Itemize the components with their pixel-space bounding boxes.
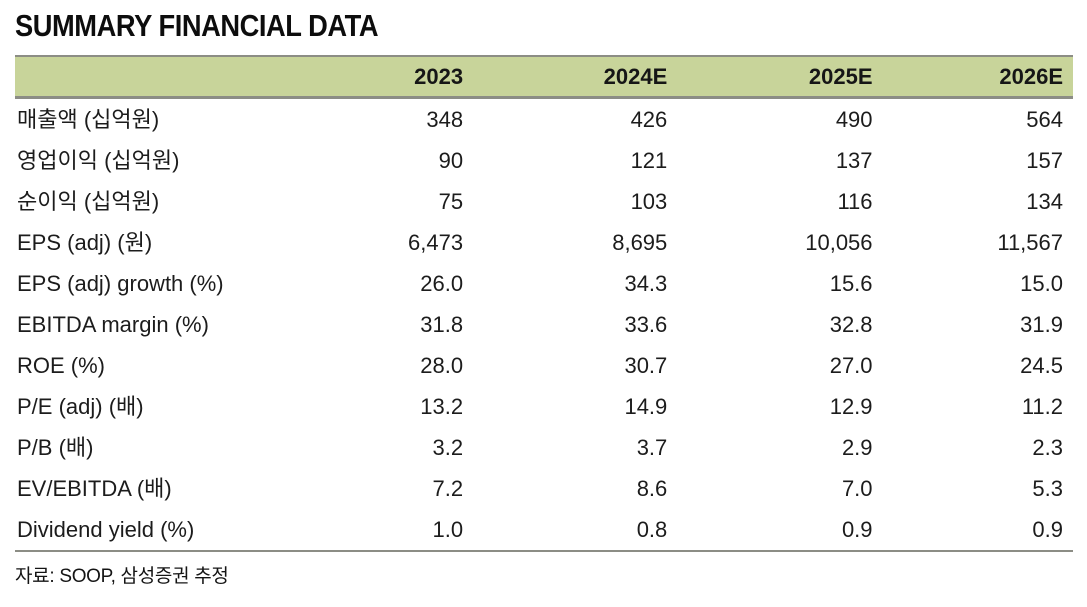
cell-value: 30.7 bbox=[624, 353, 668, 378]
cell-value: 5.3 bbox=[1032, 476, 1063, 501]
cell-value: 28.0 bbox=[420, 353, 464, 378]
table-header-row: 2023 2024E 2025E 2026E bbox=[15, 55, 1073, 99]
cell-value: 134 bbox=[1026, 189, 1063, 214]
cell-value: 13.2 bbox=[420, 394, 464, 419]
table-row-operating-profit: 영업이익 (십억원) 90 121 137 157 bbox=[15, 140, 1073, 181]
header-cell-2023: 2023 bbox=[268, 55, 474, 99]
header-cell-metric bbox=[15, 55, 269, 99]
row-label: 순이익 (십억원) bbox=[17, 189, 160, 214]
cell-value: 33.6 bbox=[624, 312, 668, 337]
table-row-pb: P/B (배) 3.2 3.7 2.9 2.3 bbox=[15, 427, 1073, 468]
row-label: 매출액 (십억원) bbox=[17, 107, 160, 132]
cell-value: 348 bbox=[426, 107, 464, 132]
cell-value: 14.9 bbox=[624, 394, 668, 419]
row-label: ROE (%) bbox=[17, 353, 105, 378]
table-row-eps: EPS (adj) (원) 6,473 8,695 10,056 11,567 bbox=[15, 222, 1073, 263]
cell-value: 11,567 bbox=[997, 230, 1063, 255]
cell-value: 3.7 bbox=[636, 435, 668, 460]
row-label: EV/EBITDA (배) bbox=[17, 476, 172, 501]
cell-value: 15.6 bbox=[829, 271, 873, 296]
row-label: EPS (adj) growth (%) bbox=[17, 271, 224, 296]
cell-value: 7.0 bbox=[841, 476, 873, 501]
table-row-pe: P/E (adj) (배) 13.2 14.9 12.9 11.2 bbox=[15, 386, 1073, 427]
cell-value: 0.9 bbox=[1032, 517, 1063, 542]
row-label: EBITDA margin (%) bbox=[17, 312, 209, 337]
page-title: SUMMARY FINANCIAL DATA bbox=[15, 8, 379, 43]
cell-value: 11.2 bbox=[1021, 394, 1063, 419]
row-label: 영업이익 (십억원) bbox=[17, 148, 180, 173]
cell-value: 31.9 bbox=[1020, 312, 1063, 337]
cell-value: 12.9 bbox=[829, 394, 873, 419]
cell-value: 24.5 bbox=[1020, 353, 1063, 378]
table-row-net-profit: 순이익 (십억원) 75 103 116 134 bbox=[15, 181, 1073, 222]
table-row-dividend-yield: Dividend yield (%) 1.0 0.8 0.9 0.9 bbox=[15, 509, 1073, 551]
cell-value: 27.0 bbox=[829, 353, 873, 378]
cell-value: 8.6 bbox=[636, 476, 668, 501]
table-row-ebitda-margin: EBITDA margin (%) 31.8 33.6 32.8 31.9 bbox=[15, 304, 1073, 345]
row-label: P/B (배) bbox=[17, 435, 94, 460]
cell-value: 6,473 bbox=[408, 230, 464, 255]
cell-value: 116 bbox=[837, 189, 873, 214]
cell-value: 426 bbox=[630, 107, 668, 132]
cell-value: 2.9 bbox=[841, 435, 873, 460]
cell-value: 0.9 bbox=[841, 517, 873, 542]
row-label: Dividend yield (%) bbox=[17, 517, 195, 542]
cell-value: 137 bbox=[835, 148, 873, 173]
cell-value: 32.8 bbox=[829, 312, 873, 337]
cell-value: 490 bbox=[835, 107, 873, 132]
cell-value: 564 bbox=[1026, 107, 1063, 132]
cell-value: 26.0 bbox=[420, 271, 464, 296]
header-cell-2025e: 2025E bbox=[677, 55, 883, 99]
cell-value: 34.3 bbox=[624, 271, 668, 296]
table-row-eps-growth: EPS (adj) growth (%) 26.0 34.3 15.6 15.0 bbox=[15, 263, 1073, 304]
cell-value: 31.8 bbox=[420, 312, 464, 337]
cell-value: 90 bbox=[438, 148, 464, 173]
cell-value: 121 bbox=[630, 148, 668, 173]
cell-value: 103 bbox=[630, 189, 668, 214]
table-row-ev-ebitda: EV/EBITDA (배) 7.2 8.6 7.0 5.3 bbox=[15, 468, 1073, 509]
cell-value: 75 bbox=[438, 189, 464, 214]
cell-value: 15.0 bbox=[1020, 271, 1063, 296]
cell-value: 2.3 bbox=[1032, 435, 1063, 460]
cell-value: 157 bbox=[1026, 148, 1063, 173]
cell-value: 0.8 bbox=[636, 517, 668, 542]
row-label: P/E (adj) (배) bbox=[17, 394, 144, 419]
table-row-revenue: 매출액 (십억원) 348 426 490 564 bbox=[15, 98, 1073, 141]
source-note: 자료: SOOP, 삼성증권 추정 bbox=[15, 566, 229, 587]
cell-value: 3.2 bbox=[432, 435, 464, 460]
row-label: EPS (adj) (원) bbox=[17, 230, 153, 255]
cell-value: 1.0 bbox=[432, 517, 464, 542]
header-cell-2026e: 2026E bbox=[882, 55, 1073, 99]
financial-summary-table: 2023 2024E 2025E 2026E 매출액 (십억원) 348 426… bbox=[15, 55, 1073, 552]
cell-value: 8,695 bbox=[612, 230, 668, 255]
table-row-roe: ROE (%) 28.0 30.7 27.0 24.5 bbox=[15, 345, 1073, 386]
header-cell-2024e: 2024E bbox=[473, 55, 678, 99]
cell-value: 7.2 bbox=[432, 476, 464, 501]
cell-value: 10,056 bbox=[805, 230, 873, 255]
